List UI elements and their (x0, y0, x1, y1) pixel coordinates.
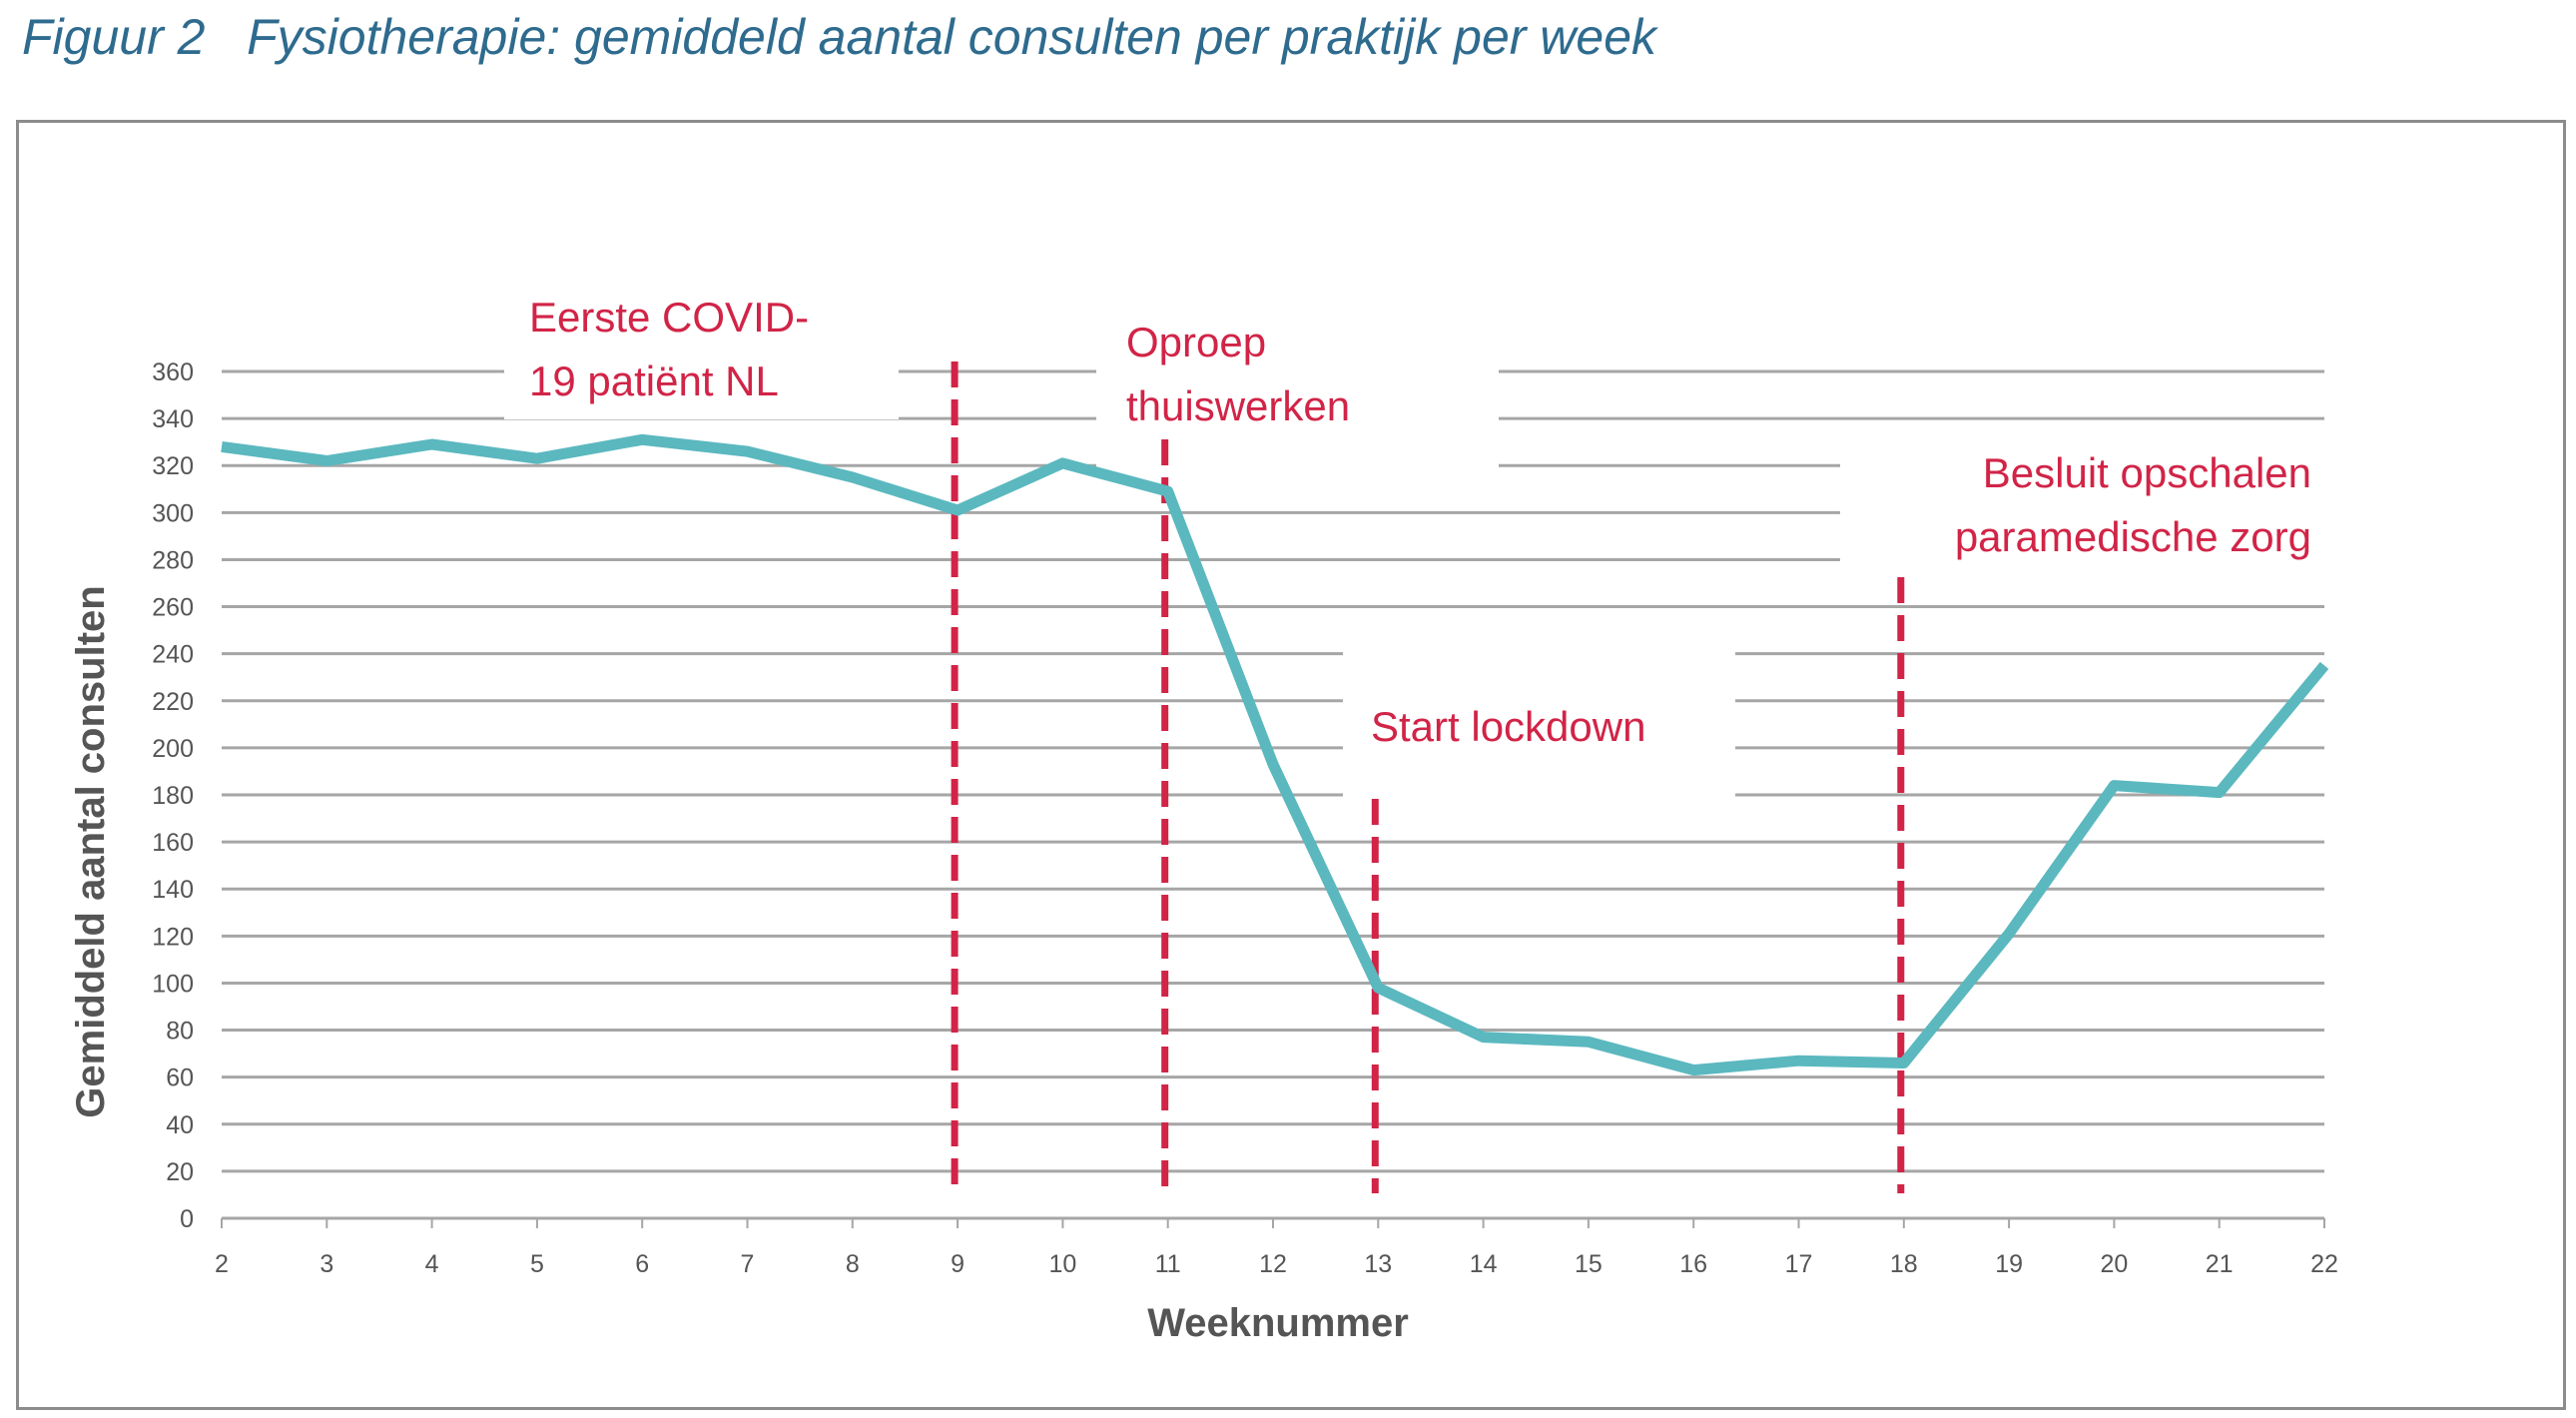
x-tick-label: 20 (2100, 1250, 2128, 1278)
y-tick-label: 200 (152, 735, 194, 763)
series-line (221, 433, 2329, 1076)
x-tick-label: 19 (1995, 1250, 2023, 1278)
annotation-background (1343, 619, 1735, 799)
figure-label: Figuur 2 (22, 9, 206, 65)
event-label-week-9: 19 patiënt NL (529, 357, 779, 404)
y-tick-label: 140 (152, 876, 194, 904)
x-tick-label: 2 (215, 1250, 229, 1278)
y-tick-label: 340 (152, 405, 194, 433)
y-tick-label: 80 (166, 1018, 194, 1046)
x-tick-label: 5 (530, 1250, 544, 1278)
y-tick-label: 100 (152, 970, 194, 998)
y-tick-label: 360 (152, 358, 194, 386)
x-tick-label: 10 (1048, 1250, 1076, 1278)
x-tick-label: 8 (846, 1250, 860, 1278)
event-label-week-13: Start lockdown (1371, 703, 1645, 750)
event-markers (951, 361, 1905, 1193)
x-tick-label: 18 (1890, 1250, 1918, 1278)
y-tick-label: 280 (152, 546, 194, 574)
event-label-week-11: Oproep (1126, 319, 1266, 365)
y-tick-label: 320 (152, 452, 194, 480)
x-tick-label: 13 (1364, 1250, 1392, 1278)
x-tick-label: 21 (2206, 1250, 2234, 1278)
annotation-background (1840, 429, 2339, 579)
event-label-week-11: thuiswerken (1126, 382, 1350, 429)
y-axis-title: Gemiddeld aantal consulten (69, 585, 113, 1117)
y-tick-label: 220 (152, 688, 194, 716)
y-tick-label: 40 (166, 1111, 194, 1139)
x-tick-label: 6 (635, 1250, 649, 1278)
figure-title: Fysiotherapie: gemiddeld aantal consulte… (247, 9, 1657, 65)
annotation-backgrounds (504, 270, 2339, 799)
x-tick-labels: 2 3 4 5 6 7 8 9 10 11 12 13 14 15 16 17 18 19 20 21 22 (215, 1250, 2338, 1278)
x-tick-label: 15 (1575, 1250, 1603, 1278)
event-label-week-9: Eerste COVID- (529, 294, 809, 341)
series-line-path (221, 433, 2329, 1076)
x-tick-label: 11 (1155, 1250, 1181, 1278)
x-axis-title: Weeknummer (1147, 1301, 1409, 1345)
event-labels: Eerste COVID- 19 patiënt NL Oproep thuiswer… (529, 294, 2311, 750)
event-label-week-18: Besluit opschalen (1983, 449, 2311, 496)
y-tick-label: 300 (152, 499, 194, 527)
x-tick-label: 4 (425, 1250, 439, 1278)
x-tick-label: 17 (1785, 1250, 1813, 1278)
x-tick-label: 12 (1259, 1250, 1287, 1278)
x-tick-label: 3 (320, 1250, 333, 1278)
event-label-week-18: paramedische zorg (1955, 513, 2311, 560)
x-tick-label: 22 (2310, 1250, 2338, 1278)
x-tick-label: 9 (951, 1250, 965, 1278)
y-tick-label: 240 (152, 641, 194, 669)
page-title: Figuur 2 Fysiotherapie: gemiddeld aantal… (22, 8, 1656, 66)
y-tick-label: 260 (152, 594, 194, 622)
y-tick-label: 20 (166, 1158, 194, 1186)
y-tick-label: 60 (166, 1064, 194, 1092)
annotation-background (504, 270, 899, 419)
x-tick-label: 16 (1679, 1250, 1707, 1278)
x-tick-label: 7 (741, 1250, 755, 1278)
y-tick-label: 120 (152, 923, 194, 951)
y-tick-label: 0 (180, 1205, 194, 1233)
y-tick-label: 180 (152, 782, 194, 810)
x-tick-label: 14 (1470, 1250, 1498, 1278)
chart-frame (16, 120, 2566, 1410)
y-tick-labels: 0 20 40 60 80 100 120 140 160 180 200 220 240 260 280 3… (152, 358, 194, 1233)
y-tick-label: 160 (152, 829, 194, 857)
